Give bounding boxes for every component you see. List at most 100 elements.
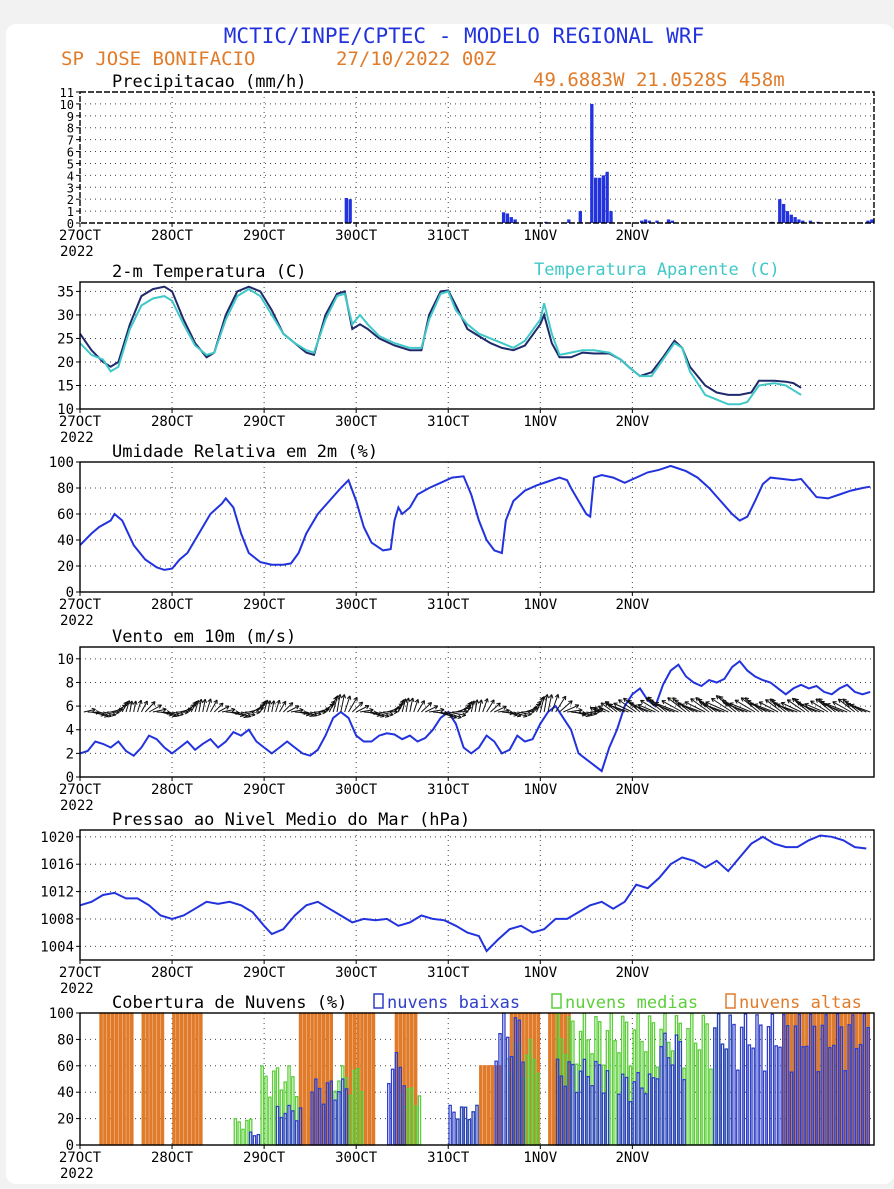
x-tick-label: 27OCT [59,228,102,244]
precip-bar [640,220,644,223]
wind-arrow-head [690,698,695,700]
wind-arrow [209,699,218,713]
wind-arrow-head [317,713,322,716]
wind-arrow [321,703,334,713]
wind-arrow-head [629,702,633,707]
wind-arrow-head [593,706,598,709]
precip-bar [866,220,870,223]
wind-arrow [390,703,404,713]
wind-arrow [690,698,710,713]
wind-arrow [509,711,522,717]
plot-frame [79,829,875,961]
cloud-bar-nuvens-baixas [275,1105,280,1146]
wind-arrow-head [299,709,304,713]
cloud-bar-nuvens-baixas [456,1118,460,1146]
wind-arrow-head [822,703,826,708]
wind-arrow [618,699,637,713]
cloud-bar-nuvens-altas [367,1012,372,1146]
wind-arrow-head [729,702,733,707]
wind-arrow-head [780,702,784,707]
wind-arrow-head [380,716,385,718]
wind-arrow-head [593,708,597,713]
wind-arrow [559,700,573,713]
cloud-bar-nuvens-altas [179,1012,184,1146]
wind-arrow [198,699,202,713]
cloud-bar-nuvens-baixas [333,1099,337,1146]
wind-arrow [306,711,318,717]
cloud-bar-nuvens-baixas [248,1131,253,1146]
wind-arrow-head [769,698,774,701]
wind-arrow-head [468,701,473,705]
wind-arrow [417,700,425,713]
cloud-bar-nuvens-baixas [724,1048,729,1146]
y-tick-label: 2 [67,193,74,207]
wind-arrow-head [353,696,358,700]
cloud-bar-nuvens-altas [490,1065,495,1146]
plot-frame [79,1012,875,1146]
wind-arrow-head [592,713,598,716]
wind-arrow-head [369,707,374,711]
cloud-bar-nuvens-altas [122,1012,126,1146]
wind-arrow-head [129,700,133,705]
wind-arrow-head [226,705,230,710]
x-tick-label: 31OCT [427,414,470,430]
precip-bar [778,199,782,223]
x-tick-label: 29OCT [243,965,286,981]
y-tick-label: 7 [67,134,74,148]
wind-arrow [832,701,852,713]
wind-arrow [749,703,771,713]
wind-arrow-head [389,711,394,716]
cloud-bar-nuvens-medias [241,1128,245,1146]
precip-bar [344,197,349,223]
wind-arrow-head [846,703,850,708]
wind-arrow-head [200,699,204,704]
y-tick-label: 0 [66,585,74,601]
wind-arrow [133,700,137,713]
cloud-bar-nuvens-baixas [590,1085,594,1146]
legend-swatch [373,993,384,1009]
wind-arrow-head [654,702,658,707]
wind-arrow [102,711,116,716]
plot-frame [79,91,875,224]
x-tick-label: 29OCT [243,597,286,613]
legend-label: nuvens baixas [387,993,520,1013]
wind-arrow-head [132,700,137,705]
cloud-bar-nuvens-altas [126,1012,130,1146]
wind-arrow-head [496,702,501,705]
wind-arrow-head [677,703,681,707]
station-coords: 49.6883W 21.0528S 458m [533,69,785,90]
cloud-bar-nuvens-baixas [655,1078,660,1146]
x-tick-label: 2NOV [615,782,649,798]
cloud-bar-nuvens-medias [233,1118,238,1146]
wind-arrow-head [749,703,753,708]
wind-arrow-head [771,699,774,704]
precip-bar [590,103,594,223]
wind-arrow [448,711,466,716]
wind-arrow-head [832,701,836,706]
panel-4: 0 2 4 6 8 10 27OCT 28OCT 29OCT 30OCT 31OCT 1NOV 2NOV… [57,627,875,814]
wind-arrow-head [369,709,374,713]
wind-arrow-head [815,698,818,703]
precip-bar [793,217,797,223]
wind-arrow-head [135,700,138,705]
wind-arrow-head [527,711,532,715]
wind-arrow-head [288,702,293,705]
panel-title: Umidade Relativa em 2m (%) [112,442,378,462]
x-tick-label: 2NOV [615,597,649,613]
panel-title: Pressao ao Nivel Medio do Mar (hPa) [112,810,470,830]
wind-arrow [152,708,167,713]
wind-arrow-head [153,701,156,706]
wind-arrow-head [744,697,750,699]
wind-arrow-head [137,699,142,704]
x-year-label: 2022 [60,981,94,997]
wind-arrow-head [844,700,848,705]
x-tick-label: 28OCT [151,228,194,244]
wind-arrow-head [618,699,621,704]
wind-arrow [711,697,733,713]
wind-arrow-head [204,699,207,704]
wind-arrow-head [672,697,677,700]
precip-bar [643,219,648,223]
wind-arrow-head [589,707,593,712]
wind-arrow-head [637,704,641,709]
wind-arrow [494,705,507,713]
